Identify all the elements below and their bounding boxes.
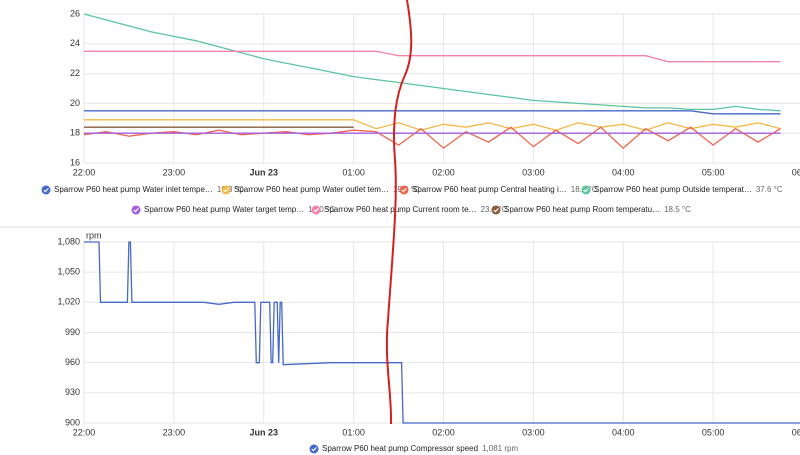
- legend-state: 18.5 °C: [664, 205, 691, 214]
- legend-toggle[interactable]: [41, 185, 51, 195]
- legend-toggle[interactable]: [131, 205, 141, 215]
- y-axis-unit: rpm: [86, 230, 102, 240]
- x-tick-label: 06:00: [792, 167, 800, 177]
- check-icon: [43, 187, 49, 193]
- legend-label: Sparrow P60 heat pump Water outlet tem…: [234, 185, 389, 194]
- legend-state: 18.0 °C: [308, 205, 335, 214]
- series-line: [84, 50, 781, 63]
- check-icon: [311, 446, 317, 452]
- y-tick-label: 18: [70, 128, 80, 138]
- y-tick-label: 26: [70, 8, 80, 18]
- legend-toggle[interactable]: [221, 185, 231, 195]
- series-line: [84, 13, 781, 112]
- legend-toggle[interactable]: [399, 185, 409, 195]
- series-line: [84, 126, 781, 149]
- y-tick-label: 930: [65, 387, 80, 397]
- legend-label: Sparrow P60 heat pump Room temperatu…: [504, 205, 660, 214]
- legend-toggle[interactable]: [309, 444, 319, 454]
- legend-toggle[interactable]: [311, 205, 321, 215]
- y-tick-label: 22: [70, 68, 80, 78]
- legend-label: Sparrow P60 heat pump Outside temperat…: [594, 185, 752, 194]
- y-tick-label: 20: [70, 98, 80, 108]
- legend-label: Sparrow P60 heat pump Water inlet tempe…: [54, 185, 213, 194]
- hand-drawn-annotation: [385, 0, 413, 425]
- y-tick-label: 1,080: [57, 236, 80, 246]
- series-line: [84, 119, 781, 131]
- x-tick-label: Jun 23: [249, 427, 278, 437]
- legend-label: Sparrow P60 heat pump Current room te…: [324, 205, 477, 214]
- x-tick-label: 05:00: [702, 167, 725, 177]
- x-tick-label: 22:00: [73, 427, 96, 437]
- legend-label: Sparrow P60 heat pump Compressor speed: [322, 444, 478, 453]
- check-icon: [223, 187, 229, 193]
- legend-state: 1,081 rpm: [482, 444, 518, 453]
- legend-toggle[interactable]: [581, 185, 591, 195]
- series-line: [84, 241, 800, 424]
- y-tick-label: 900: [65, 417, 80, 427]
- y-tick-label: 960: [65, 357, 80, 367]
- x-tick-label: 02:00: [432, 427, 455, 437]
- legend-label: Sparrow P60 heat pump Water target temp…: [144, 205, 304, 214]
- y-tick-label: 1,020: [57, 297, 80, 307]
- y-tick-label: 990: [65, 327, 80, 337]
- check-icon: [583, 187, 589, 193]
- x-tick-label: Jun 23: [249, 167, 278, 177]
- x-tick-label: 02:00: [432, 167, 455, 177]
- x-tick-label: 05:00: [702, 427, 725, 437]
- series-line: [84, 110, 781, 115]
- x-tick-label: 01:00: [342, 167, 365, 177]
- legend-toggle[interactable]: [491, 205, 501, 215]
- check-icon: [493, 207, 499, 213]
- charts: 16 18 20 22 24 26 22:00 23:00 Jun 23 01:00 02:00 03…: [41, 8, 800, 454]
- x-tick-label: 03:00: [522, 427, 545, 437]
- x-tick-label: 22:00: [73, 167, 96, 177]
- x-tick-label: 04:00: [612, 167, 635, 177]
- x-tick-label: 01:00: [342, 427, 365, 437]
- x-tick-label: 23:00: [163, 427, 186, 437]
- legend-state: 37.6 °C: [756, 185, 783, 194]
- check-icon: [133, 207, 139, 213]
- y-tick-label: 24: [70, 38, 80, 48]
- check-icon: [313, 207, 319, 213]
- legend-label: Sparrow P60 heat pump Central heating i…: [412, 185, 567, 194]
- check-icon: [401, 187, 407, 193]
- x-tick-label: 06:00: [792, 427, 800, 437]
- y-tick-label: 16: [70, 157, 80, 167]
- x-tick-label: 04:00: [612, 427, 635, 437]
- x-tick-label: 23:00: [163, 167, 186, 177]
- x-tick-label: 03:00: [522, 167, 545, 177]
- y-tick-label: 1,050: [57, 267, 80, 277]
